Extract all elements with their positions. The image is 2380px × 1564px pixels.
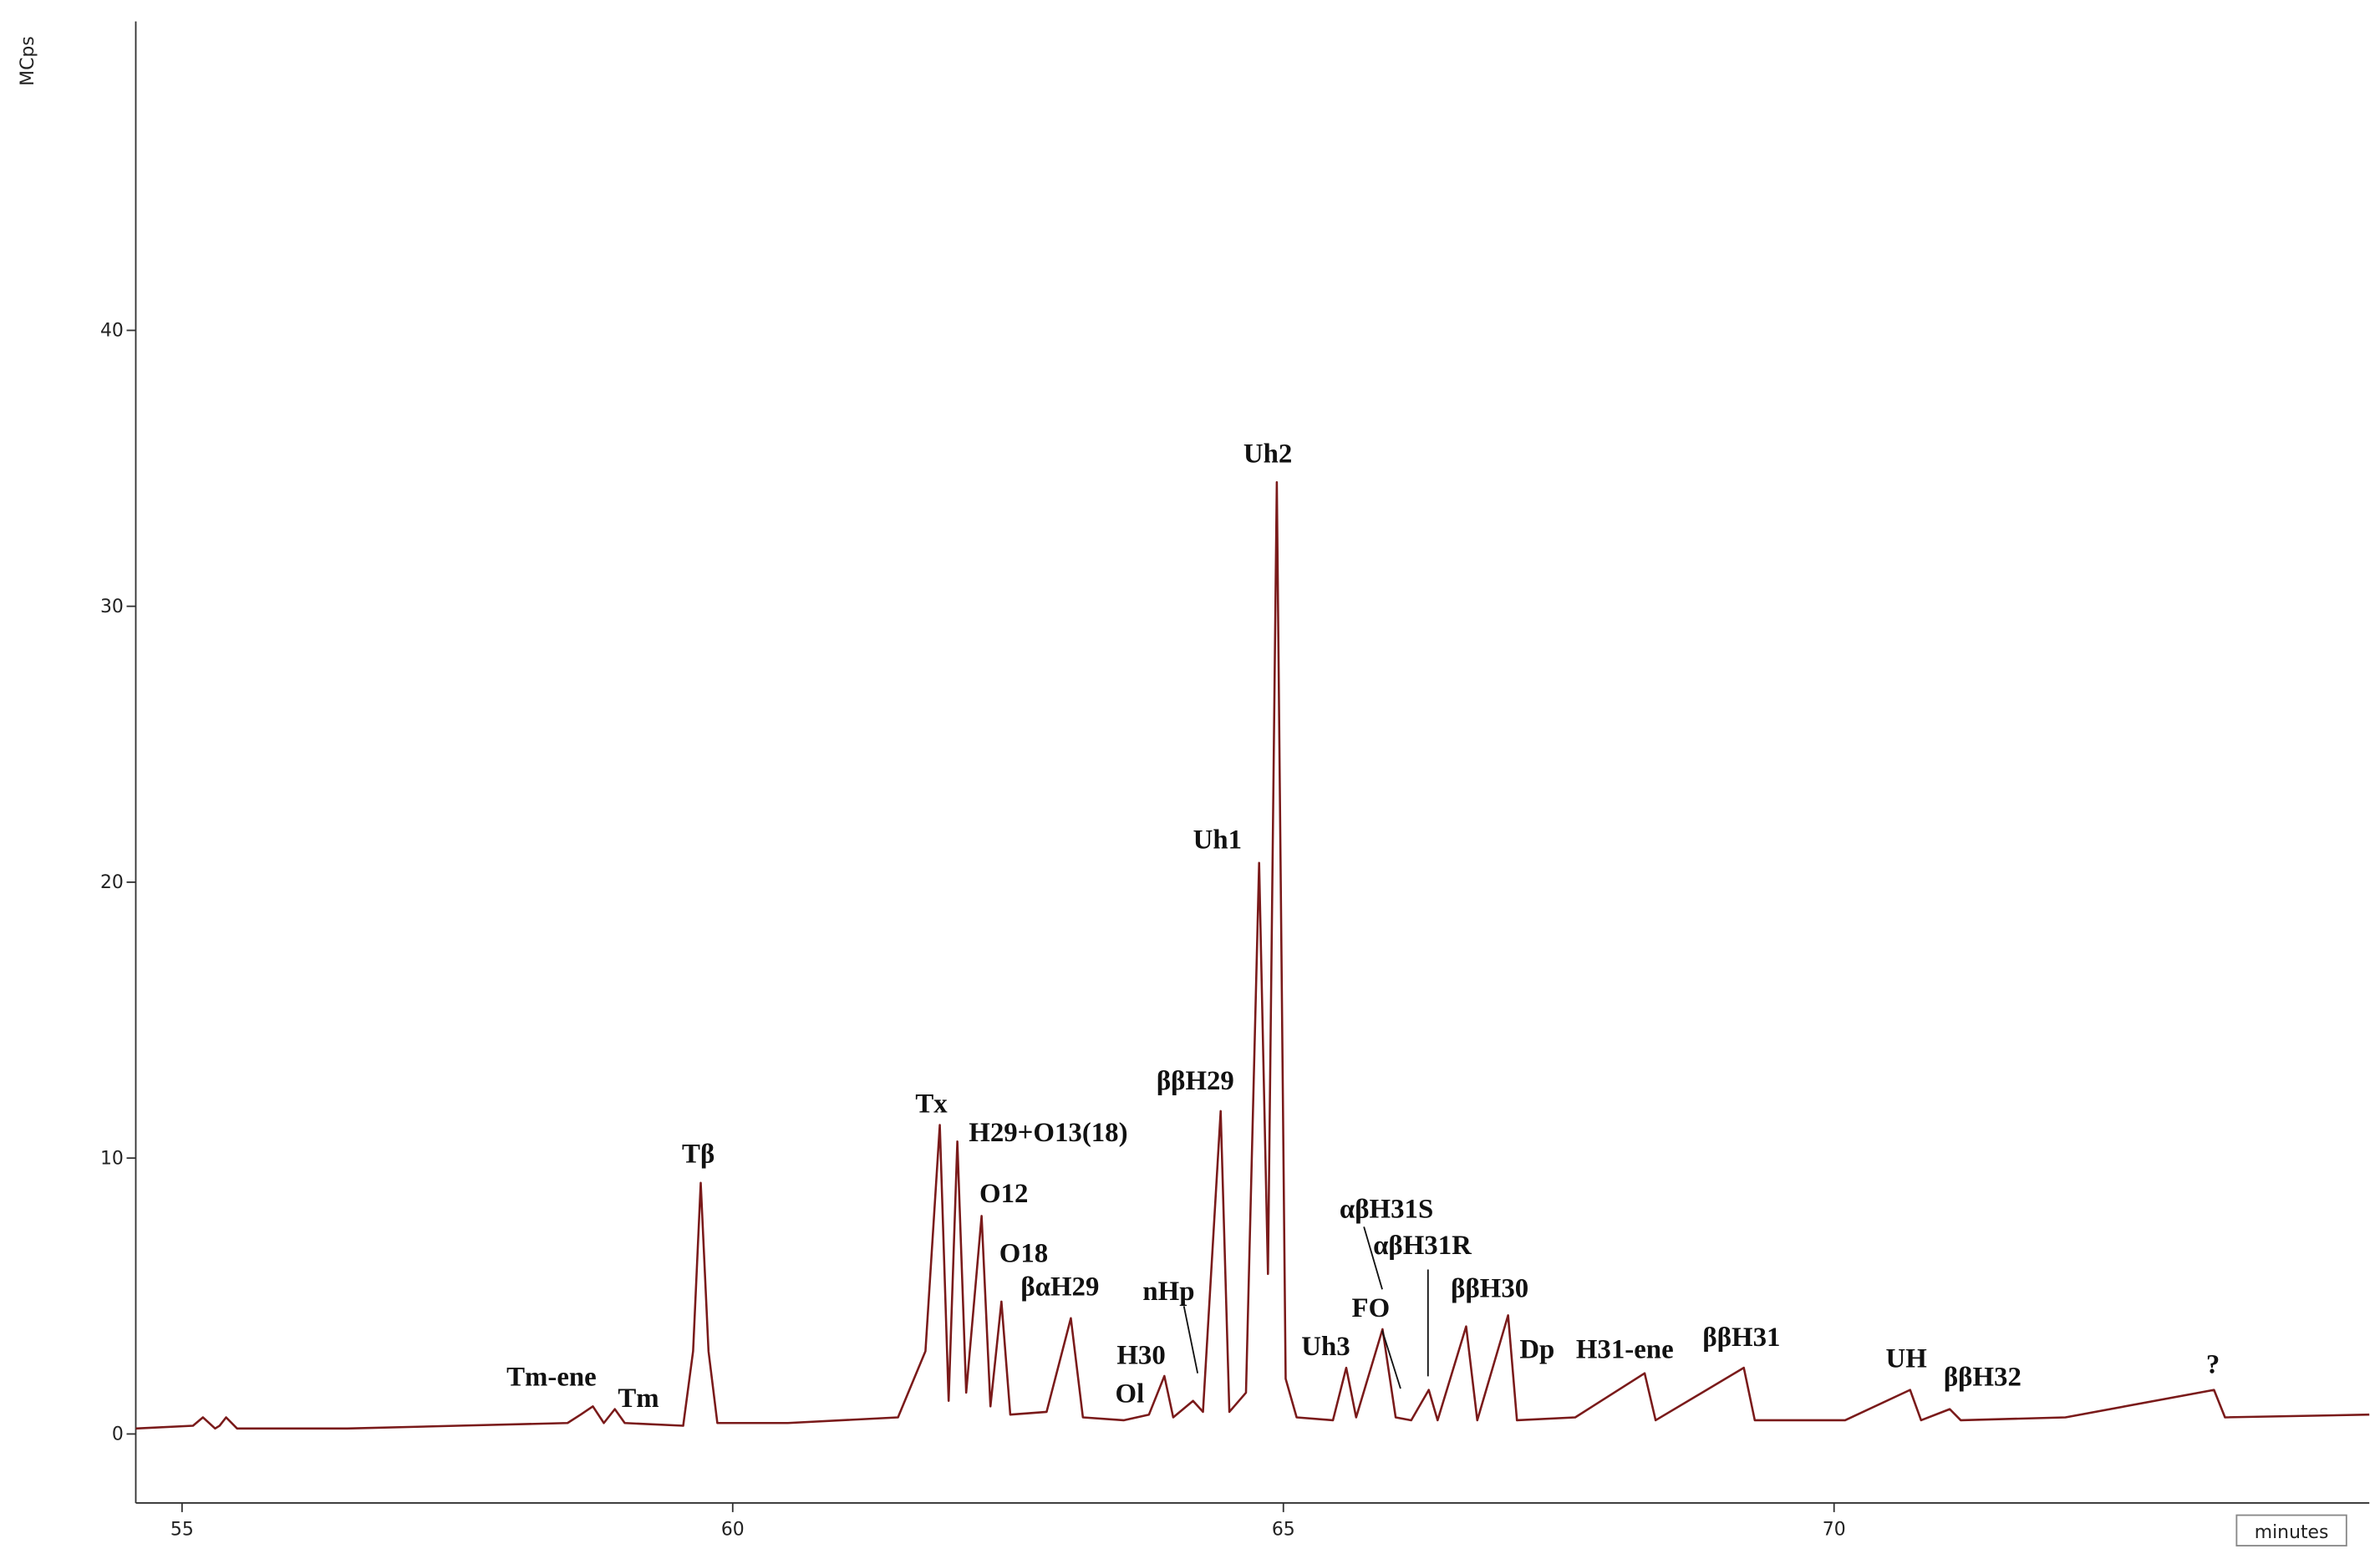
peak-label: O12 bbox=[979, 1179, 1028, 1209]
peak-label: ? bbox=[2206, 1350, 2220, 1380]
peak-label: H30 bbox=[1116, 1341, 1165, 1371]
peak-label: ββH32 bbox=[1944, 1362, 2021, 1392]
x-label-box bbox=[2235, 1514, 2347, 1546]
y-tick-label: 20 bbox=[100, 872, 124, 893]
peak-label: Uh1 bbox=[1193, 825, 1242, 855]
peak-label: Tβ bbox=[682, 1140, 715, 1170]
peak-label: H31-ene bbox=[1576, 1334, 1674, 1364]
x-tick-label: 70 bbox=[1823, 1519, 1846, 1540]
peak-label: Tx bbox=[915, 1089, 948, 1119]
peak-label: Dp bbox=[1519, 1334, 1554, 1364]
peak-label: Tm bbox=[618, 1384, 659, 1414]
peak-label: UH bbox=[1885, 1343, 1927, 1374]
peak-label: ββH29 bbox=[1157, 1066, 1234, 1096]
peak-label: O18 bbox=[999, 1238, 1048, 1268]
x-tick-label: 60 bbox=[721, 1519, 745, 1540]
peak-label: Uh3 bbox=[1301, 1332, 1350, 1362]
peak-label: Tm-ene bbox=[506, 1362, 597, 1392]
y-tick-label: 10 bbox=[100, 1148, 124, 1169]
y-tick-label: 0 bbox=[112, 1424, 124, 1445]
y-tick-label: 40 bbox=[100, 321, 124, 342]
peak-label: ββH30 bbox=[1451, 1273, 1528, 1303]
x-tick-label: 55 bbox=[170, 1519, 194, 1540]
peak-label: H29+O13(18) bbox=[969, 1118, 1127, 1148]
peak-label: βαH29 bbox=[1020, 1272, 1099, 1302]
leader-line bbox=[1381, 1330, 1401, 1389]
peak-label: αβH31R bbox=[1373, 1231, 1472, 1261]
y-tick-label: 30 bbox=[100, 597, 124, 617]
leader-line bbox=[1182, 1306, 1199, 1374]
peak-label: αβH31S bbox=[1340, 1194, 1433, 1224]
y-axis-label: MCps bbox=[18, 36, 38, 86]
peak-label: Uh2 bbox=[1243, 439, 1292, 469]
peak-label: FO bbox=[1352, 1293, 1391, 1323]
peak-label: Ol bbox=[1116, 1379, 1145, 1409]
peak-label: ββH31 bbox=[1702, 1323, 1780, 1353]
x-axis-label: minutes bbox=[2255, 1522, 2329, 1543]
x-tick-label: 65 bbox=[1272, 1519, 1295, 1540]
trace bbox=[135, 480, 2370, 1430]
leader-line bbox=[1363, 1226, 1383, 1290]
peak-label: nHp bbox=[1142, 1277, 1194, 1307]
